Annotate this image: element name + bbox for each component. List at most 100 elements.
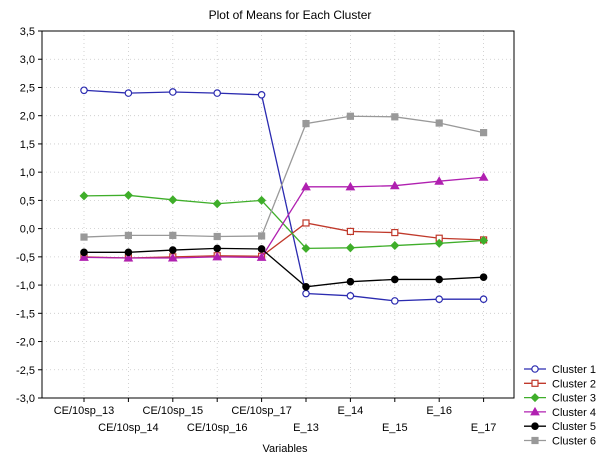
- legend-marker: [530, 406, 540, 416]
- data-point: [391, 113, 399, 121]
- data-point: [346, 277, 355, 286]
- x-axis-label: Variables: [262, 443, 308, 455]
- legend-item: Cluster 2: [524, 378, 596, 390]
- y-tick-label: -1,5: [16, 308, 35, 320]
- data-point: [80, 248, 88, 257]
- data-point: [301, 181, 311, 191]
- y-tick-label: 1,0: [20, 167, 35, 179]
- data-point: [257, 195, 267, 205]
- y-tick-label: -0,5: [16, 252, 35, 264]
- data-point: [124, 248, 133, 257]
- data-point: [257, 245, 266, 253]
- x-tick-label: CE/10sp_16: [187, 422, 248, 434]
- y-tick-label: 3,0: [20, 54, 35, 66]
- data-point: [256, 252, 267, 261]
- data-point: [213, 232, 221, 241]
- series-line: [83, 194, 484, 250]
- data-point: [389, 180, 400, 190]
- legend-label: Cluster 4: [552, 407, 596, 419]
- x-tick-label: E_14: [338, 405, 364, 417]
- data-point: [345, 181, 356, 191]
- series-line: [83, 115, 484, 238]
- data-point: [301, 243, 311, 253]
- legend-item: Cluster 4: [524, 406, 596, 419]
- data-point: [345, 243, 355, 253]
- data-point: [435, 295, 444, 303]
- x-axis: CE/10sp_13 CE/10sp_14 CE/10sp_15 CE/10sp_16…: [54, 398, 497, 434]
- series-cluster-3: [79, 190, 489, 253]
- x-tick-label: E_15: [382, 422, 408, 434]
- y-axis: 3,5 3,0 2,5 2,0 1,5 1,0 0,5 0,0 -0,5 -1,0 -1,5 -2,0…: [16, 26, 42, 405]
- data-point: [302, 289, 310, 298]
- data-point: [169, 246, 177, 254]
- legend-marker: [531, 422, 539, 431]
- data-point: [479, 235, 489, 245]
- data-point: [390, 241, 400, 251]
- series-line: [83, 89, 484, 302]
- data-point: [480, 129, 488, 137]
- x-tick-label: CE/10sp_15: [143, 405, 204, 417]
- data-point: [302, 119, 310, 128]
- data-point: [479, 295, 488, 303]
- legend-item: Cluster 6: [524, 436, 596, 448]
- data-point: [213, 89, 222, 97]
- data-point: [124, 231, 133, 239]
- data-point: [80, 233, 88, 241]
- legend: Cluster 1 Cluster 2 Cluster 3 Cluster 4 Clus…: [524, 364, 596, 448]
- x-tick-label: E_16: [426, 405, 452, 417]
- x-tick-label: CE/10sp_17: [231, 405, 292, 417]
- y-tick-label: 2,5: [20, 82, 35, 94]
- series-layer: [79, 86, 489, 305]
- y-tick-label: 0,0: [20, 224, 35, 236]
- data-point: [390, 297, 399, 305]
- series-line: [83, 176, 484, 259]
- data-point: [213, 244, 222, 253]
- data-point: [435, 119, 443, 127]
- data-point: [302, 219, 310, 227]
- series-cluster-6: [80, 112, 488, 241]
- data-point: [167, 252, 178, 262]
- data-point: [79, 252, 89, 261]
- y-tick-label: -3,0: [16, 393, 35, 405]
- data-point: [212, 251, 223, 261]
- legend-label: Cluster 2: [552, 378, 596, 390]
- chart-title: Plot of Means for Each Cluster: [209, 8, 372, 22]
- data-point: [391, 228, 399, 237]
- y-tick-label: -2,5: [16, 365, 35, 377]
- legend-marker: [530, 393, 540, 403]
- data-point: [257, 91, 266, 99]
- series-cluster-1: [80, 86, 488, 305]
- legend-label: Cluster 1: [552, 364, 596, 376]
- data-point: [123, 252, 134, 262]
- legend-marker: [531, 436, 539, 445]
- data-point: [434, 238, 444, 248]
- data-point: [80, 86, 88, 95]
- y-tick-label: -1,0: [16, 280, 35, 292]
- y-tick-label: 3,5: [20, 26, 35, 38]
- data-point: [79, 191, 89, 201]
- data-point: [434, 176, 445, 185]
- data-point: [346, 227, 354, 236]
- data-point: [169, 88, 177, 96]
- data-point: [123, 190, 133, 200]
- data-point: [258, 232, 266, 240]
- x-tick-label: E_17: [471, 422, 497, 434]
- legend-label: Cluster 6: [552, 436, 596, 448]
- legend-marker: [531, 379, 539, 387]
- y-tick-label: -2,0: [16, 337, 35, 349]
- data-point: [435, 275, 444, 284]
- x-tick-label: E_13: [293, 422, 319, 434]
- y-tick-label: 1,5: [20, 139, 35, 151]
- grid-layer: [42, 31, 514, 398]
- legend-marker: [531, 365, 539, 373]
- y-tick-label: 0,5: [20, 195, 35, 207]
- data-point: [168, 195, 178, 205]
- legend-item: Cluster 1: [524, 364, 596, 376]
- legend-label: Cluster 3: [552, 393, 596, 405]
- data-point: [390, 275, 399, 284]
- series-cluster-4: [79, 172, 489, 262]
- x-tick-label: CE/10sp_13: [54, 405, 115, 417]
- data-point: [479, 273, 488, 281]
